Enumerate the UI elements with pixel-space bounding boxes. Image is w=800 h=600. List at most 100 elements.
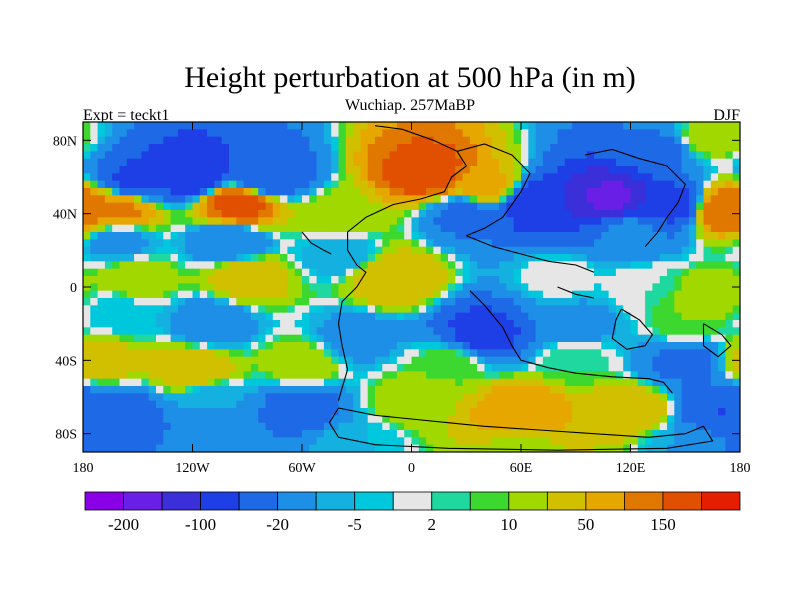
- heatmap-cell: [411, 246, 420, 255]
- heatmap-cell: [192, 232, 201, 240]
- heatmap-cell: [455, 290, 464, 299]
- heatmap-cell: [710, 202, 719, 211]
- heatmap-cell: [345, 334, 354, 343]
- heatmap-cell: [353, 334, 361, 343]
- heatmap-cell: [309, 180, 318, 189]
- heatmap-cell: [608, 356, 617, 365]
- heatmap-cell: [367, 342, 376, 350]
- heatmap-cell: [404, 173, 413, 182]
- heatmap-cell: [112, 261, 121, 270]
- heatmap-cell: [418, 261, 427, 270]
- heatmap-cell: [214, 356, 223, 365]
- heatmap-cell: [250, 195, 259, 204]
- heatmap-cell: [250, 166, 259, 174]
- heatmap-cell: [659, 261, 668, 270]
- heatmap-cell: [652, 349, 661, 358]
- heatmap-cell: [367, 312, 376, 321]
- colorbar-tick-label: -100: [185, 515, 216, 534]
- heatmap-cell: [126, 151, 135, 160]
- heatmap-cell: [659, 173, 668, 182]
- heatmap-cell: [572, 430, 580, 438]
- heatmap-cell: [572, 129, 580, 138]
- heatmap-cell: [272, 173, 281, 182]
- heatmap-cell: [659, 342, 668, 350]
- heatmap-cell: [272, 356, 281, 365]
- heatmap-cell: [141, 246, 150, 255]
- heatmap-cell: [448, 327, 456, 336]
- heatmap-cell: [294, 415, 303, 424]
- heatmap-cell: [477, 239, 486, 248]
- heatmap-cell: [134, 276, 142, 284]
- heatmap-cell: [718, 327, 726, 336]
- heatmap-cell: [491, 188, 500, 196]
- heatmap-cell: [119, 400, 128, 409]
- heatmap-cell: [265, 437, 274, 446]
- heatmap-cell: [630, 136, 639, 145]
- heatmap-cell: [674, 239, 683, 248]
- heatmap-cell: [630, 246, 639, 255]
- heatmap-cell: [396, 188, 405, 196]
- heatmap-cell: [550, 415, 559, 424]
- heatmap-cell: [521, 239, 529, 248]
- heatmap-cell: [221, 371, 230, 380]
- heatmap-cell: [389, 268, 398, 277]
- heatmap-cell: [177, 224, 186, 233]
- heatmap-cell: [615, 239, 624, 248]
- heatmap-cell: [294, 327, 303, 336]
- heatmap-cell: [265, 180, 274, 189]
- heatmap-cell: [455, 356, 464, 365]
- heatmap-cell: [104, 254, 113, 262]
- heatmap-cell: [681, 305, 690, 314]
- heatmap-cell: [156, 430, 164, 438]
- heatmap-cell: [455, 327, 464, 336]
- heatmap-cell: [148, 415, 157, 424]
- heatmap-cell: [287, 430, 296, 438]
- heatmap-cell: [528, 422, 537, 431]
- heatmap-cell: [550, 422, 559, 431]
- heatmap-cell: [163, 202, 172, 211]
- heatmap-cell: [214, 246, 223, 255]
- heatmap-cell: [696, 364, 705, 372]
- heatmap-cell: [542, 254, 551, 262]
- heatmap-cell: [272, 327, 281, 336]
- heatmap-cell: [732, 202, 740, 211]
- heatmap-cell: [462, 408, 471, 416]
- heatmap-cell: [572, 195, 580, 204]
- heatmap-cell: [433, 261, 442, 270]
- heatmap-cell: [250, 290, 259, 299]
- heatmap-cell: [287, 356, 296, 365]
- heatmap-cell: [579, 129, 588, 138]
- heatmap-cell: [272, 239, 281, 248]
- heatmap-cell: [674, 305, 683, 314]
- heatmap-cell: [542, 408, 551, 416]
- heatmap-cell: [382, 202, 391, 211]
- heatmap-cell: [367, 437, 376, 446]
- heatmap-cell: [265, 342, 274, 350]
- heatmap-cell: [499, 356, 507, 365]
- heatmap-cell: [119, 305, 128, 314]
- heatmap-cell: [594, 312, 602, 321]
- heatmap-cell: [353, 298, 361, 306]
- heatmap-cell: [659, 422, 668, 431]
- heatmap-cell: [104, 217, 113, 226]
- heatmap-cell: [345, 364, 354, 372]
- heatmap-cell: [674, 254, 683, 262]
- heatmap-cell: [97, 151, 106, 160]
- heatmap-cell: [302, 371, 310, 380]
- heatmap-cell: [469, 430, 478, 438]
- heatmap-cell: [156, 290, 164, 299]
- heatmap-cell: [615, 129, 624, 138]
- heatmap-cell: [440, 276, 449, 284]
- heatmap-cell: [360, 371, 369, 380]
- heatmap-cell: [119, 246, 128, 255]
- heatmap-cell: [521, 210, 529, 218]
- heatmap-cell: [572, 437, 580, 446]
- heatmap-cell: [564, 254, 573, 262]
- heatmap-cell: [148, 232, 157, 240]
- heatmap-cell: [185, 202, 194, 211]
- heatmap-cell: [294, 437, 303, 446]
- heatmap-cell: [411, 180, 420, 189]
- heatmap-cell: [601, 144, 610, 152]
- heatmap-cell: [688, 312, 697, 321]
- heatmap-cell: [280, 239, 288, 248]
